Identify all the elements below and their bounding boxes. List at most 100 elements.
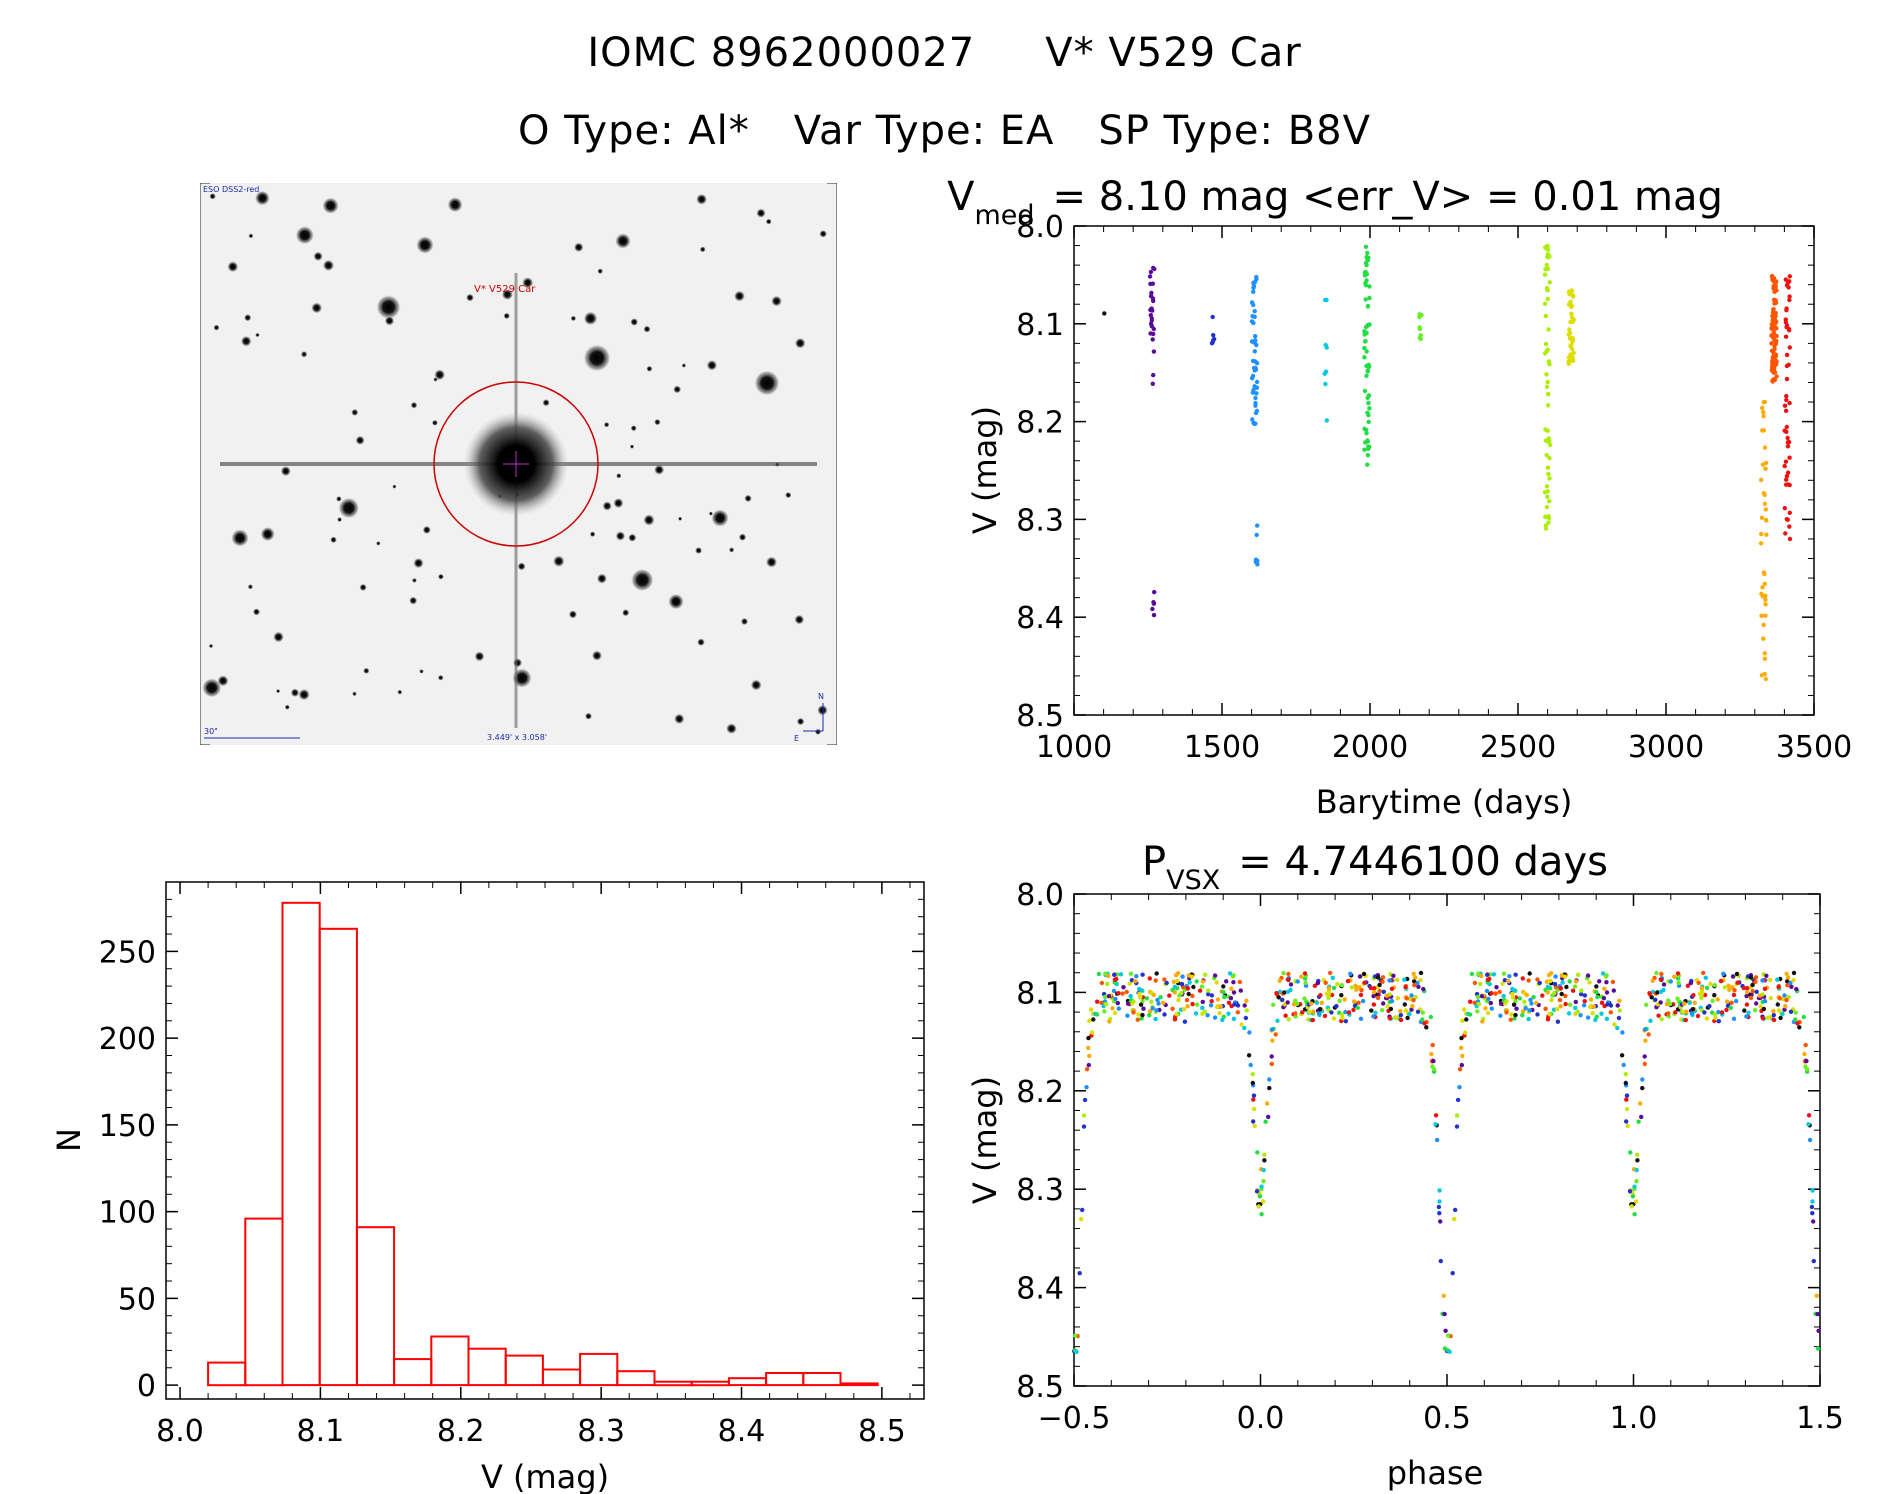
ph-point (1128, 971, 1134, 976)
ph-point (1666, 1011, 1671, 1016)
lc-point (1365, 410, 1370, 415)
ph-point (1373, 1010, 1378, 1015)
ph-point (1194, 979, 1199, 984)
lc-point (1761, 409, 1766, 415)
lc-point (1784, 363, 1790, 369)
hist-ytick-label: 100 (99, 1196, 156, 1231)
ph-point (1549, 997, 1554, 1003)
lc-point (1784, 473, 1790, 479)
lc-xtick-label: 1500 (1184, 730, 1260, 765)
lc-point (1784, 376, 1790, 382)
histogram-bar (393, 1358, 433, 1387)
ph-point (1791, 970, 1797, 976)
lc-point (1364, 254, 1369, 260)
ph-point (1153, 1016, 1158, 1022)
ph-point (1673, 1010, 1678, 1015)
field-star (584, 712, 593, 720)
ph-point (1785, 983, 1790, 988)
ph-point (1371, 1014, 1376, 1019)
lc-point (1251, 387, 1256, 393)
ph-point (1573, 1005, 1578, 1011)
field-star (740, 617, 749, 626)
lc-point (1763, 597, 1768, 602)
ph-point (1079, 1216, 1084, 1222)
ph-point (1680, 1009, 1685, 1015)
lc-point (1773, 325, 1779, 331)
ph-point (1418, 978, 1423, 983)
lc-point (1148, 281, 1153, 287)
ph-point (1254, 1189, 1260, 1194)
ph-point (1226, 1000, 1232, 1005)
lc-point (1762, 651, 1768, 656)
ph-point (1579, 988, 1584, 993)
ph-point (1422, 1021, 1427, 1026)
lc-point (1544, 384, 1550, 390)
ph-point (1121, 985, 1126, 990)
field-star (615, 531, 626, 541)
ph-point (1115, 1000, 1121, 1006)
field-star (201, 677, 222, 698)
ph-point (1174, 1012, 1179, 1017)
lc-point (1209, 341, 1215, 346)
ph-point (1621, 1062, 1626, 1068)
ph-point (1480, 1019, 1485, 1024)
lc-point (1253, 359, 1258, 364)
lc-point (1148, 321, 1154, 326)
ph-point (1377, 982, 1382, 988)
ph-point (1540, 993, 1545, 998)
ph-point (1784, 971, 1789, 976)
lc-point (1774, 288, 1779, 293)
ph-point (1710, 998, 1715, 1003)
ph-point (1260, 1199, 1266, 1204)
lc-point (1253, 367, 1259, 372)
ph-point (1511, 1002, 1517, 1007)
ph-point (1545, 990, 1551, 995)
ph-point (1784, 997, 1789, 1003)
field-star (338, 497, 360, 519)
ph-point (1217, 1011, 1222, 1016)
ph-point (1265, 1101, 1270, 1106)
ph-point (1617, 1008, 1623, 1013)
ph-point (1111, 988, 1117, 994)
ph-point (1722, 985, 1728, 990)
ph-point (1579, 992, 1584, 997)
ph-point (1158, 995, 1163, 1000)
ph-point (1300, 1010, 1305, 1015)
ph-point (1446, 1333, 1451, 1338)
ph-title: PVSX = 4.7446100 days (1142, 839, 1608, 896)
ph-point (1587, 980, 1592, 985)
ph-point (1528, 997, 1533, 1003)
ph-point (1753, 975, 1759, 980)
field-star (522, 277, 534, 289)
ph-point (1437, 1188, 1442, 1193)
ph-point (1311, 1009, 1316, 1014)
ph-point (1416, 984, 1421, 989)
field-star (227, 261, 239, 273)
ph-point (1758, 1004, 1763, 1009)
ph-point (1658, 989, 1664, 994)
lc-point (1570, 335, 1575, 341)
lc-xtick-label: 3500 (1776, 730, 1852, 765)
ph-point (1807, 1137, 1813, 1143)
ph-point (1205, 1013, 1210, 1018)
ph-point (1778, 1015, 1783, 1021)
ph-point (1575, 1009, 1581, 1014)
ph-point (1630, 1194, 1636, 1199)
ph-point (1684, 1009, 1689, 1014)
ph-point (1103, 1002, 1109, 1007)
hist-xtick-label: 8.1 (297, 1414, 345, 1449)
ph-point (1436, 1204, 1442, 1210)
ph-point (1640, 1085, 1645, 1091)
ph-point (1139, 1016, 1144, 1021)
ph-point (1498, 1001, 1504, 1006)
ph-point (1472, 1000, 1477, 1005)
ph-point (1380, 975, 1386, 980)
ph-point (1642, 1061, 1648, 1067)
ph-point (1627, 1189, 1633, 1194)
ph-point (1632, 1212, 1637, 1217)
ph-point (1154, 971, 1159, 976)
lc-point (1367, 295, 1372, 301)
ph-ytick-label: 8.5 (1016, 1370, 1064, 1405)
lc-point (1542, 272, 1548, 277)
field-star (322, 259, 335, 272)
